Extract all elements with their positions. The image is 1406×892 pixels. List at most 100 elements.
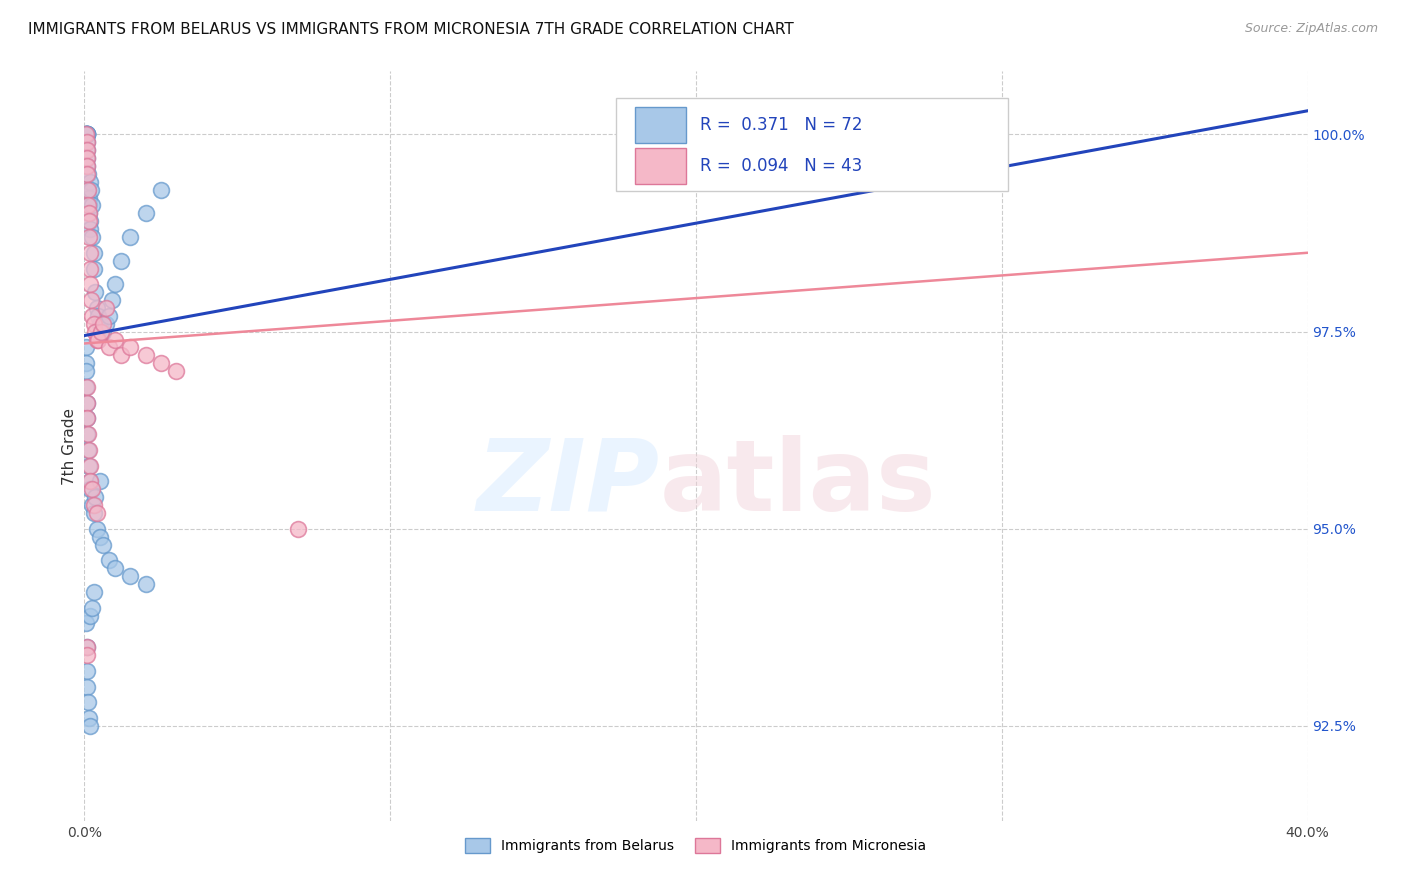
Point <box>89 530 111 544</box>
Point <box>76 411 98 425</box>
Point <box>287 522 309 536</box>
Point <box>79 458 101 473</box>
Point <box>77 190 100 204</box>
Point <box>75 128 97 142</box>
Point <box>76 151 98 165</box>
Point <box>80 498 103 512</box>
Point <box>87 309 110 323</box>
Point <box>76 128 98 142</box>
Point <box>79 475 101 489</box>
Point <box>76 159 98 173</box>
Point <box>80 483 103 497</box>
Point <box>83 317 105 331</box>
Point <box>86 333 108 347</box>
Point <box>79 475 101 489</box>
Point <box>87 333 110 347</box>
Point <box>79 277 101 292</box>
Point <box>97 309 120 323</box>
Point <box>76 640 98 654</box>
Point <box>79 245 101 260</box>
Point <box>94 301 117 315</box>
Point <box>77 206 100 220</box>
Point <box>76 128 98 142</box>
Point <box>76 640 98 654</box>
Point <box>77 167 100 181</box>
Point <box>80 183 103 197</box>
Point <box>75 128 97 142</box>
Point <box>79 175 101 189</box>
Text: Source: ZipAtlas.com: Source: ZipAtlas.com <box>1244 22 1378 36</box>
Point <box>75 356 97 370</box>
Point <box>75 128 97 142</box>
FancyBboxPatch shape <box>636 106 686 143</box>
Point <box>75 128 97 142</box>
Point <box>89 475 111 489</box>
Point <box>80 293 103 307</box>
Point <box>77 427 100 442</box>
Point <box>135 348 157 362</box>
Point <box>104 333 127 347</box>
Point <box>149 183 172 197</box>
Point <box>101 293 124 307</box>
Point <box>83 498 105 512</box>
Y-axis label: 7th Grade: 7th Grade <box>62 408 77 484</box>
Text: R =  0.094   N = 43: R = 0.094 N = 43 <box>700 157 862 175</box>
Point <box>120 569 142 583</box>
Point <box>86 522 108 536</box>
Point <box>77 458 100 473</box>
Point <box>91 325 114 339</box>
Point <box>120 230 142 244</box>
Point <box>76 136 98 150</box>
Point <box>76 128 98 142</box>
Text: atlas: atlas <box>659 435 936 532</box>
Point <box>104 561 127 575</box>
Point <box>76 380 98 394</box>
Point <box>84 325 107 339</box>
Point <box>76 427 98 442</box>
Point <box>76 151 98 165</box>
Point <box>76 143 98 157</box>
Point <box>75 380 97 394</box>
Point <box>97 553 120 567</box>
Point <box>79 483 101 497</box>
Point <box>75 340 97 354</box>
Point <box>91 538 114 552</box>
Point <box>76 395 98 409</box>
FancyBboxPatch shape <box>636 148 686 184</box>
Point <box>135 577 157 591</box>
Point <box>90 325 112 339</box>
FancyBboxPatch shape <box>616 97 1008 191</box>
Point <box>97 340 120 354</box>
Point <box>77 206 100 220</box>
Point <box>80 309 103 323</box>
Point <box>80 600 103 615</box>
Point <box>77 711 100 725</box>
Point <box>77 198 100 212</box>
Text: IMMIGRANTS FROM BELARUS VS IMMIGRANTS FROM MICRONESIA 7TH GRADE CORRELATION CHAR: IMMIGRANTS FROM BELARUS VS IMMIGRANTS FR… <box>28 22 794 37</box>
Point <box>76 395 98 409</box>
Point <box>76 664 98 678</box>
Point <box>77 442 100 457</box>
Point <box>90 325 112 339</box>
Point <box>89 317 111 331</box>
Point <box>76 411 98 425</box>
Point <box>76 648 98 662</box>
Point <box>94 317 117 331</box>
Point <box>76 143 98 157</box>
Point <box>76 128 98 142</box>
Point <box>79 222 101 236</box>
Point <box>80 230 103 244</box>
Point <box>77 695 100 709</box>
Point <box>79 719 101 733</box>
Text: ZIP: ZIP <box>477 435 659 532</box>
Point <box>76 128 98 142</box>
Point <box>165 364 187 378</box>
Point <box>80 198 103 212</box>
Point <box>77 442 100 457</box>
Point <box>84 490 107 504</box>
Point <box>83 585 105 599</box>
Point <box>77 214 100 228</box>
Point <box>76 159 98 173</box>
Point <box>77 183 100 197</box>
Point <box>76 136 98 150</box>
